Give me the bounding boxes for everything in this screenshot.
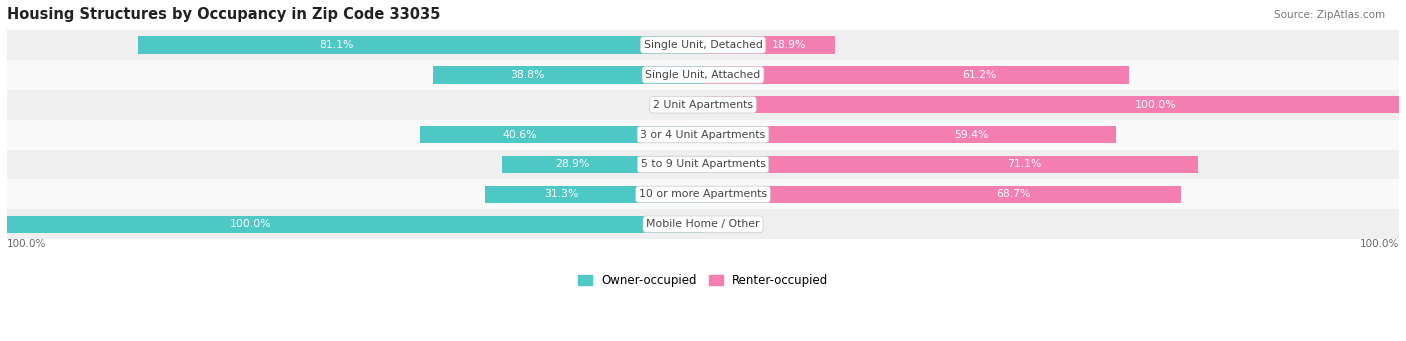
- Text: 28.9%: 28.9%: [555, 160, 589, 169]
- Bar: [7, 209, 1399, 239]
- Bar: [7, 60, 1399, 90]
- Bar: [7, 30, 1399, 60]
- Text: 10 or more Apartments: 10 or more Apartments: [638, 189, 768, 199]
- Bar: [485, 186, 703, 203]
- Legend: Owner-occupied, Renter-occupied: Owner-occupied, Renter-occupied: [572, 269, 834, 292]
- Text: 100.0%: 100.0%: [1135, 100, 1177, 110]
- Text: 2 Unit Apartments: 2 Unit Apartments: [652, 100, 754, 110]
- Text: 100.0%: 100.0%: [1360, 239, 1399, 249]
- Text: 68.7%: 68.7%: [997, 189, 1031, 199]
- Text: 18.9%: 18.9%: [772, 40, 806, 50]
- Text: 59.4%: 59.4%: [955, 130, 988, 139]
- Bar: [703, 36, 835, 54]
- Text: 100.0%: 100.0%: [229, 219, 271, 229]
- Bar: [420, 126, 703, 143]
- Bar: [7, 90, 1399, 120]
- Text: 0.0%: 0.0%: [668, 100, 696, 110]
- Text: Single Unit, Detached: Single Unit, Detached: [644, 40, 762, 50]
- Bar: [433, 66, 703, 84]
- Text: Source: ZipAtlas.com: Source: ZipAtlas.com: [1274, 10, 1385, 20]
- Text: 31.3%: 31.3%: [544, 189, 579, 199]
- Bar: [703, 66, 1129, 84]
- Bar: [7, 120, 1399, 150]
- Text: Mobile Home / Other: Mobile Home / Other: [647, 219, 759, 229]
- Text: 81.1%: 81.1%: [319, 40, 353, 50]
- Text: 5 to 9 Unit Apartments: 5 to 9 Unit Apartments: [641, 160, 765, 169]
- Bar: [703, 186, 1181, 203]
- Bar: [703, 96, 1399, 114]
- Text: 0.0%: 0.0%: [710, 219, 738, 229]
- Text: 100.0%: 100.0%: [7, 239, 46, 249]
- Bar: [7, 150, 1399, 179]
- Bar: [7, 216, 703, 233]
- Bar: [703, 126, 1116, 143]
- Bar: [703, 156, 1198, 173]
- Text: 61.2%: 61.2%: [963, 70, 997, 80]
- Text: Single Unit, Attached: Single Unit, Attached: [645, 70, 761, 80]
- Bar: [502, 156, 703, 173]
- Bar: [139, 36, 703, 54]
- Text: 40.6%: 40.6%: [502, 130, 537, 139]
- Bar: [7, 179, 1399, 209]
- Text: 3 or 4 Unit Apartments: 3 or 4 Unit Apartments: [641, 130, 765, 139]
- Text: Housing Structures by Occupancy in Zip Code 33035: Housing Structures by Occupancy in Zip C…: [7, 7, 440, 22]
- Text: 38.8%: 38.8%: [510, 70, 544, 80]
- Text: 71.1%: 71.1%: [1008, 160, 1042, 169]
